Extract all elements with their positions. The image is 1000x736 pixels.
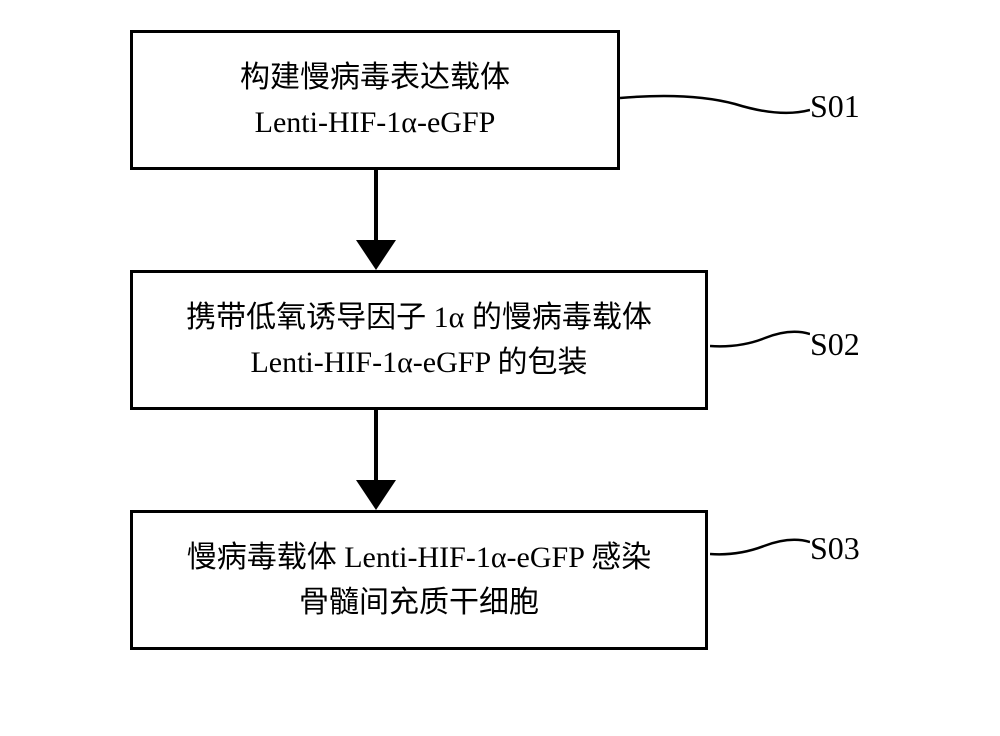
arrow-head-1 [356, 240, 396, 270]
step-label-s01: S01 [810, 88, 860, 125]
step-3-content: 慢病毒载体 Lenti-HIF-1α-eGFP 感染 骨髓间充质干细胞 [187, 535, 652, 625]
step-1-content: 构建慢病毒表达载体 Lenti-HIF-1α-eGFP [240, 55, 510, 145]
step-3-line-2: 骨髓间充质干细胞 [187, 580, 652, 625]
step-1-line-2: Lenti-HIF-1α-eGFP [240, 100, 510, 145]
step-2-content: 携带低氧诱导因子 1α 的慢病毒载体 Lenti-HIF-1α-eGFP 的包装 [186, 295, 652, 385]
step-label-s03: S03 [810, 530, 860, 567]
arrow-2-to-3 [130, 410, 708, 510]
connector-curve-2 [710, 320, 810, 350]
flowchart-step-1: 构建慢病毒表达载体 Lenti-HIF-1α-eGFP [130, 30, 620, 170]
flowchart-step-3: 慢病毒载体 Lenti-HIF-1α-eGFP 感染 骨髓间充质干细胞 [130, 510, 708, 650]
connector-curve-1 [620, 94, 810, 124]
arrow-line-1 [374, 170, 378, 246]
step-2-line-1: 携带低氧诱导因子 1α 的慢病毒载体 [186, 295, 652, 340]
connector-curve-3 [710, 530, 810, 560]
arrow-1-to-2 [130, 170, 708, 270]
step-3-line-1: 慢病毒载体 Lenti-HIF-1α-eGFP 感染 [187, 535, 652, 580]
step-2-line-2: Lenti-HIF-1α-eGFP 的包装 [186, 340, 652, 385]
flowchart-step-2: 携带低氧诱导因子 1α 的慢病毒载体 Lenti-HIF-1α-eGFP 的包装 [130, 270, 708, 410]
step-1-line-1: 构建慢病毒表达载体 [240, 55, 510, 100]
arrow-head-2 [356, 480, 396, 510]
arrow-line-2 [374, 410, 378, 486]
step-label-s02: S02 [810, 326, 860, 363]
